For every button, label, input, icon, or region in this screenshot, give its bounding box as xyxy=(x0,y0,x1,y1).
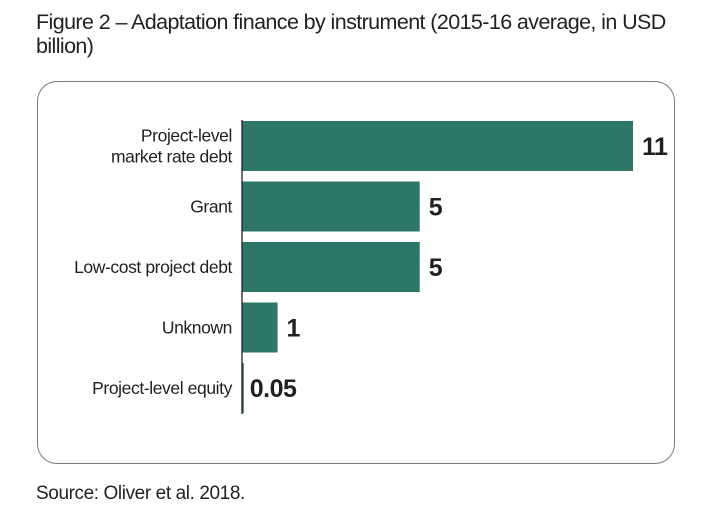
category-label-3: Unknown xyxy=(162,318,232,338)
value-label-2: 5 xyxy=(429,254,443,282)
bar-4 xyxy=(242,363,244,413)
category-label-1: Grant xyxy=(190,197,232,217)
value-label-4: 0.05 xyxy=(250,375,297,403)
category-label-0: Project-level market rate debt xyxy=(111,126,233,167)
bar-0 xyxy=(242,121,633,171)
figure-title: Figure 2 – Adaptation finance by instrum… xyxy=(36,10,666,58)
bar-1 xyxy=(242,181,420,232)
bar-chart: 11 Project-level market rate debt 5 Grant 5 Lo… xyxy=(74,120,669,414)
category-label-2: Low-cost project debt xyxy=(74,257,232,277)
value-label-3: 1 xyxy=(287,315,301,343)
source-note: Source: Oliver et al. 2018. xyxy=(36,483,245,504)
bar-2 xyxy=(242,242,420,292)
value-label-1: 5 xyxy=(429,194,443,222)
value-label-0: 11 xyxy=(642,133,668,161)
category-label-4: Project-level equity xyxy=(92,378,232,398)
bar-3 xyxy=(242,302,278,353)
chart-frame: 11 Project-level market rate debt 5 Grant 5 Lo… xyxy=(37,81,675,464)
